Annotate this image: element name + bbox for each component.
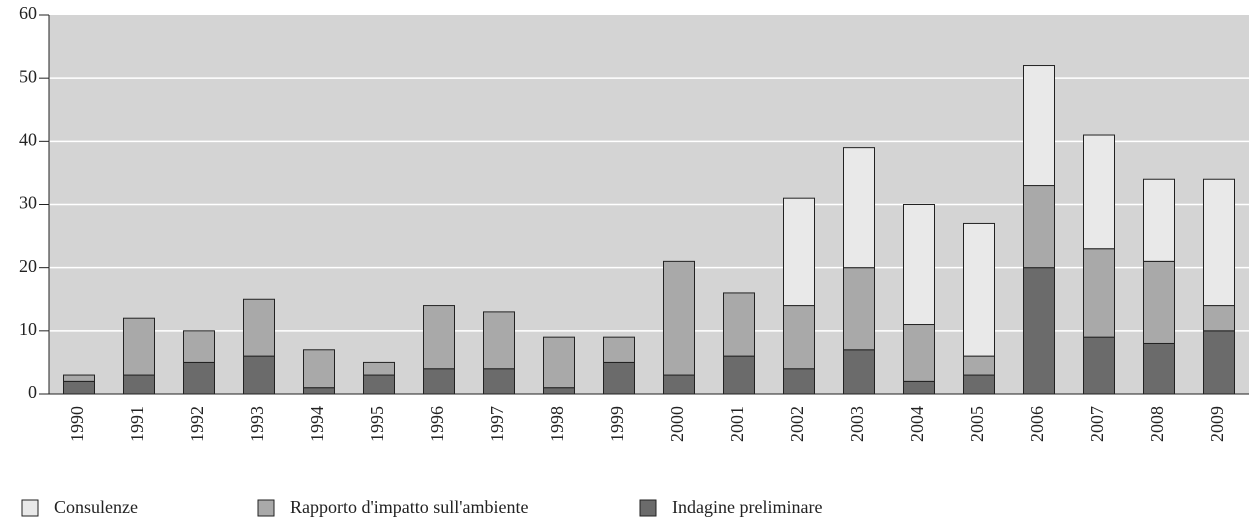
bar-segment [483, 368, 515, 395]
x-tick-label: 2004 [907, 406, 927, 442]
bar-segment [903, 324, 935, 382]
legend-label: Indagine preliminare [672, 497, 822, 517]
y-tick-label: 50 [19, 66, 37, 86]
bar-segment [1023, 185, 1055, 269]
bar-segment [1083, 134, 1115, 250]
bar-segment [543, 336, 575, 389]
x-tick-label: 1997 [487, 406, 507, 442]
x-tick-label: 2002 [787, 406, 807, 442]
y-tick-label: 30 [19, 193, 37, 213]
bar-segment [183, 330, 215, 363]
bar-segment [843, 147, 875, 269]
bar-segment [963, 374, 995, 395]
bar-segment [903, 380, 935, 395]
bar-segment [303, 349, 335, 389]
y-tick-label: 60 [19, 3, 37, 23]
legend-swatch [21, 499, 39, 517]
y-tick-label: 40 [19, 129, 37, 149]
bar-segment [63, 380, 95, 395]
x-tick-label: 1990 [67, 406, 87, 442]
x-tick-label: 2006 [1027, 406, 1047, 442]
bar-segment [783, 305, 815, 370]
legend-swatch [639, 499, 657, 517]
bar-segment [1023, 267, 1055, 395]
x-tick-label: 1996 [427, 406, 447, 442]
bar-segment [1083, 336, 1115, 395]
bar-segment [183, 361, 215, 395]
x-tick-label: 1999 [607, 406, 627, 442]
x-tick-label: 1994 [307, 406, 327, 442]
bar-segment [723, 355, 755, 395]
bar-segment [1143, 178, 1175, 262]
x-tick-label: 2001 [727, 406, 747, 442]
bar-segment [363, 361, 395, 376]
y-tick-label: 0 [28, 382, 37, 402]
legend-label: Rapporto d'impatto sull'ambiente [290, 497, 528, 517]
bar-segment [243, 298, 275, 357]
bar-segment [843, 349, 875, 395]
bar-segment [243, 355, 275, 395]
bar-segment [663, 260, 695, 376]
x-tick-label: 1995 [367, 406, 387, 442]
bar-segment [483, 311, 515, 370]
bar-segment [123, 374, 155, 395]
x-tick-label: 1993 [247, 406, 267, 442]
y-tick-label: 10 [19, 319, 37, 339]
bar-segment [1023, 65, 1055, 187]
bar-segment [903, 204, 935, 326]
x-tick-label: 1998 [547, 406, 567, 442]
bar-segment [1083, 248, 1115, 338]
x-tick-label: 2003 [847, 406, 867, 442]
legend-swatch [257, 499, 275, 517]
bar-segment [543, 387, 575, 395]
bar-segment [843, 267, 875, 351]
legend-label: Consulenze [54, 497, 138, 517]
bar-segment [423, 305, 455, 370]
bar-segment [783, 197, 815, 307]
bar-segment [63, 374, 95, 382]
bar-segment [1203, 178, 1235, 307]
bar-segment [303, 387, 335, 395]
bar-segment [663, 374, 695, 395]
bar-segment [1203, 305, 1235, 332]
bar-segment [963, 355, 995, 376]
y-tick-label: 20 [19, 256, 37, 276]
bar-segment [603, 361, 635, 395]
bar-segment [363, 374, 395, 395]
x-tick-label: 1992 [187, 406, 207, 442]
bar-segment [1203, 330, 1235, 395]
bar-segment [783, 368, 815, 395]
bar-segment [603, 336, 635, 363]
x-tick-label: 2000 [667, 406, 687, 442]
bar-segment [423, 368, 455, 395]
x-tick-label: 2005 [967, 406, 987, 442]
bar-segment [1143, 260, 1175, 344]
x-tick-label: 2009 [1207, 406, 1227, 442]
x-tick-label: 1991 [127, 406, 147, 442]
bar-segment [123, 317, 155, 376]
bar-segment [723, 292, 755, 357]
x-tick-label: 2008 [1147, 406, 1167, 442]
bar-segment [1143, 342, 1175, 395]
bar-segment [963, 222, 995, 357]
x-tick-label: 2007 [1087, 406, 1107, 442]
